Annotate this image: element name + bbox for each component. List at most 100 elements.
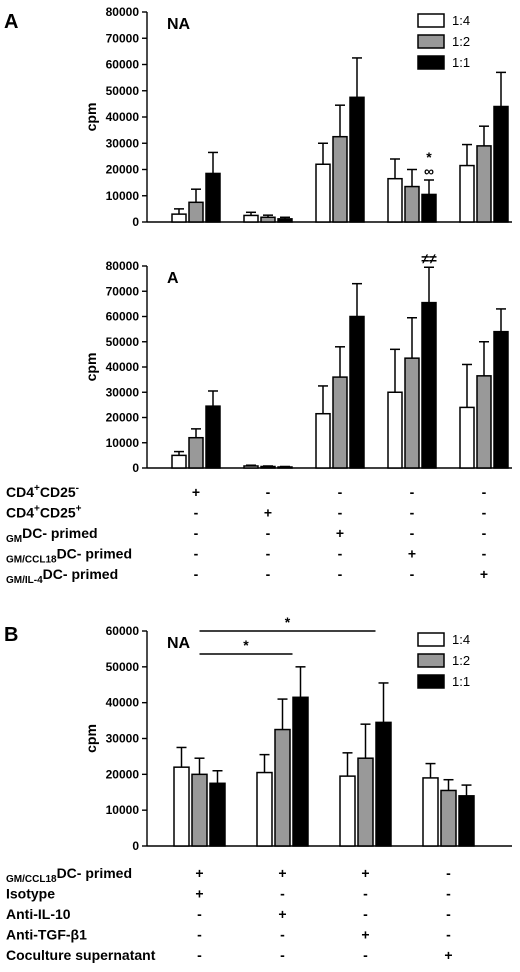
condition-mark: -	[446, 906, 451, 922]
bar	[387, 391, 403, 469]
y-tick-label: 70000	[106, 31, 140, 45]
bar	[277, 218, 293, 223]
condition-mark: -	[338, 566, 343, 582]
condition-label: Isotype	[6, 886, 55, 902]
legend-swatch	[417, 674, 445, 689]
condition-mark: +	[278, 865, 286, 881]
condition-label: GM/CCL18DC- primed	[6, 865, 132, 885]
condition-mark: +	[278, 906, 286, 922]
condition-mark: -	[194, 546, 199, 562]
condition-label: Coculture supernatant	[6, 947, 156, 963]
legend-swatch	[417, 13, 445, 28]
bar	[387, 177, 403, 223]
condition-mark: -	[338, 546, 343, 562]
bar	[188, 201, 204, 223]
annotation-symbol: ≠≠	[421, 250, 437, 266]
condition-mark: -	[482, 546, 487, 562]
bar	[274, 728, 291, 847]
bar	[421, 193, 437, 223]
y-tick-label: 70000	[106, 284, 140, 298]
y-tick-label: 10000	[106, 803, 140, 817]
condition-mark: -	[280, 886, 285, 902]
condition-mark: +	[444, 947, 452, 963]
bar	[349, 96, 365, 223]
y-tick-label: 60000	[106, 310, 140, 324]
annotation-symbol: *	[426, 149, 432, 165]
condition-mark: -	[266, 566, 271, 582]
bar	[292, 696, 309, 847]
condition-mark: -	[280, 927, 285, 943]
y-tick-label: 20000	[106, 411, 140, 425]
bar	[349, 315, 365, 469]
bar	[421, 301, 437, 469]
annotation-symbol: ∞	[424, 163, 434, 179]
panel-b-letter: B	[4, 624, 18, 646]
condition-mark: -	[363, 947, 368, 963]
condition-mark: +	[408, 546, 416, 562]
condition-mark: -	[194, 525, 199, 541]
y-tick-label: 10000	[106, 436, 140, 450]
condition-mark: -	[410, 525, 415, 541]
y-tick-label: 50000	[106, 660, 140, 674]
bar	[458, 795, 475, 847]
legend-swatch	[417, 34, 445, 49]
bar	[476, 145, 492, 223]
y-tick-label: 10000	[106, 189, 140, 203]
condition-mark: -	[446, 865, 451, 881]
y-tick-label: 40000	[106, 360, 140, 374]
condition-label: GM/IL-4DC- primed	[6, 566, 118, 586]
y-tick-label: 0	[132, 215, 139, 229]
legend-label: 1:2	[452, 653, 470, 668]
y-tick-label: 20000	[106, 163, 140, 177]
y-tick-label: 30000	[106, 136, 140, 150]
condition-mark: -	[446, 886, 451, 902]
condition-label: GMDC- primed	[6, 525, 98, 545]
condition-mark: -	[410, 505, 415, 521]
condition-mark: +	[361, 927, 369, 943]
bar	[171, 213, 187, 223]
y-tick-label: 30000	[106, 385, 140, 399]
condition-mark: -	[266, 546, 271, 562]
bar	[404, 357, 420, 469]
bar	[459, 406, 475, 469]
chart-b-na: 0 10000 20000 30000 40000 50000 60000 cpm NA * * 1:…	[6, 614, 512, 963]
significance-star: *	[285, 614, 291, 630]
condition-mark: -	[266, 525, 271, 541]
condition-mark: -	[482, 505, 487, 521]
bar	[459, 164, 475, 223]
condition-label: CD4+CD25+	[6, 504, 82, 521]
bar	[315, 163, 331, 223]
y-tick-label: 50000	[106, 335, 140, 349]
legend-swatch	[417, 55, 445, 70]
y-tick-label: 0	[132, 461, 139, 475]
bar	[243, 465, 259, 469]
bar	[191, 773, 208, 847]
bar	[260, 216, 276, 223]
y-tick-label: 0	[132, 839, 139, 853]
y-tick-label: 20000	[106, 767, 140, 781]
legend-label: 1:1	[452, 674, 470, 689]
condition-mark: -	[197, 927, 202, 943]
condition-mark: -	[363, 906, 368, 922]
condition-mark: -	[266, 484, 271, 500]
bar	[209, 782, 226, 847]
condition-mark: -	[446, 927, 451, 943]
condition-mark: -	[410, 484, 415, 500]
bar	[493, 105, 509, 223]
legend-label: 1:2	[452, 34, 470, 49]
bar	[256, 771, 273, 847]
condition-mark: -	[363, 886, 368, 902]
bar	[375, 721, 392, 847]
condition-mark: +	[264, 505, 272, 521]
bar	[404, 185, 420, 223]
bar	[476, 375, 492, 469]
bar	[243, 214, 259, 223]
condition-mark: -	[410, 566, 415, 582]
panel-tag: A	[167, 270, 179, 287]
bar	[440, 789, 457, 847]
bar	[332, 135, 348, 223]
condition-mark: +	[195, 886, 203, 902]
chart-layer: 0 10000 20000 30000 40000 50000 60000 70000 8000…	[6, 5, 512, 963]
chart-a-a: 0 10000 20000 30000 40000 50000 60000 70000 8000…	[6, 250, 512, 586]
